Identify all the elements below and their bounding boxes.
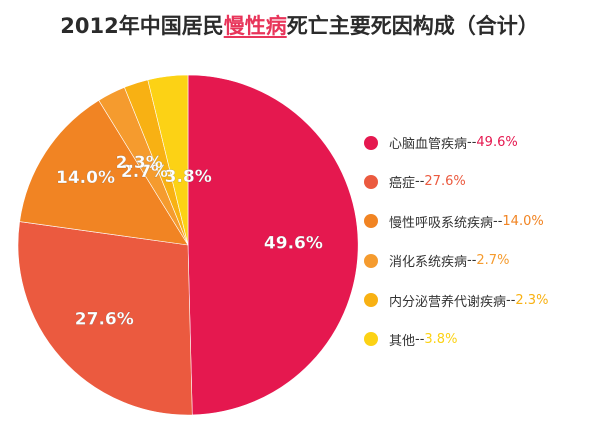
legend-color-dot	[364, 135, 378, 150]
legend-value: 3.8%	[424, 331, 458, 347]
title-suffix: 死亡主要死因构成（合计）	[286, 14, 539, 38]
slice-label: 2.3%	[116, 153, 163, 173]
legend-separator: --	[467, 253, 477, 269]
legend-label: 癌症	[389, 176, 416, 192]
legend-color-dot	[364, 332, 378, 347]
legend-separator: --	[506, 292, 516, 308]
legend-value: 14.0%	[502, 213, 544, 229]
legend-item: 心脑血管疾病 -- 49.6%	[364, 132, 548, 153]
slice-label: 3.8%	[165, 167, 212, 187]
legend-color-dot	[364, 253, 378, 268]
legend-item: 消化系统疾病 -- 2.7%	[364, 250, 548, 271]
legend-color-dot	[364, 174, 378, 189]
slice-label: 49.6%	[264, 234, 323, 254]
pie-slice	[17, 221, 193, 416]
legend-label: 消化系统疾病	[389, 255, 468, 271]
pie-slice	[147, 74, 189, 246]
legend-separator: --	[415, 174, 425, 190]
legend: 心脑血管疾病 -- 49.6% 癌症 -- 27.6% 慢性呼吸系统疾病 -- 14.0% 消化系…	[364, 132, 548, 368]
legend-label: 内分泌营养代谢疾病	[389, 294, 507, 310]
legend-value: 27.6%	[424, 174, 466, 190]
legend-label: 心脑血管疾病	[389, 137, 468, 152]
legend-item: 癌症 -- 27.6%	[364, 171, 548, 192]
slice-label: 2.7%	[121, 162, 168, 182]
legend-item: 其他 -- 3.8%	[364, 329, 548, 350]
legend-value: 2.3%	[515, 292, 549, 308]
legend-value: 2.7%	[476, 253, 510, 269]
pie-slice	[19, 99, 189, 246]
legend-label: 其他	[389, 333, 416, 349]
legend-color-dot	[364, 214, 378, 229]
chart-title: 2012年中国居民慢性病死亡主要死因构成（合计）	[0, 10, 599, 40]
legend-separator: --	[415, 331, 425, 347]
legend-color-dot	[364, 293, 378, 308]
title-prefix: 2012年中国居民	[60, 14, 224, 38]
pie-slices	[17, 74, 359, 416]
legend-item: 内分泌营养代谢疾病 -- 2.3%	[364, 290, 548, 311]
legend-label: 慢性呼吸系统疾病	[389, 215, 494, 231]
slice-label: 27.6%	[75, 310, 134, 330]
pie-slice	[187, 74, 359, 416]
slice-labels: 49.6% 27.6% 14.0% 2.7%2.3%3.8%	[56, 153, 323, 330]
legend-separator: --	[493, 213, 503, 229]
slice-label: 14.0%	[56, 168, 115, 188]
title-highlight: 慢性病	[223, 14, 287, 38]
legend-separator: --	[467, 135, 477, 150]
legend-item: 慢性呼吸系统疾病 -- 14.0%	[364, 211, 548, 232]
legend-value: 49.6%	[476, 135, 518, 150]
